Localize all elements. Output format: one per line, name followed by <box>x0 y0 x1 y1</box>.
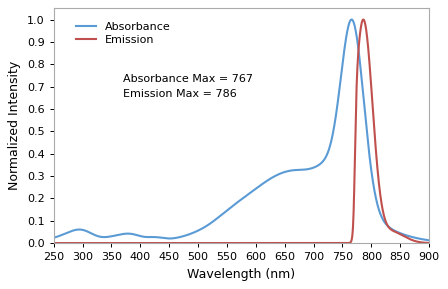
Emission <box>51 241 56 245</box>
Absorbance <box>233 201 239 205</box>
Absorbance <box>349 18 354 21</box>
Line: Absorbance: Absorbance <box>54 20 429 240</box>
Absorbance <box>70 229 76 232</box>
Absorbance <box>347 21 352 25</box>
Absorbance <box>416 237 421 240</box>
Absorbance <box>224 209 229 213</box>
Emission <box>347 241 352 245</box>
X-axis label: Wavelength (nm): Wavelength (nm) <box>187 268 295 281</box>
Y-axis label: Normalized Intensity: Normalized Intensity <box>9 61 22 190</box>
Line: Emission: Emission <box>54 20 429 243</box>
Text: Absorbance Max = 767
Emission Max = 786: Absorbance Max = 767 Emission Max = 786 <box>123 74 253 99</box>
Emission <box>416 240 421 244</box>
Absorbance <box>416 237 421 240</box>
Emission <box>233 241 239 245</box>
Absorbance <box>426 238 432 242</box>
Emission <box>426 241 432 245</box>
Emission <box>224 241 229 245</box>
Emission <box>70 241 76 245</box>
Absorbance <box>51 236 56 240</box>
Emission <box>416 240 421 244</box>
Legend: Absorbance, Emission: Absorbance, Emission <box>70 16 176 50</box>
Emission <box>361 18 366 21</box>
